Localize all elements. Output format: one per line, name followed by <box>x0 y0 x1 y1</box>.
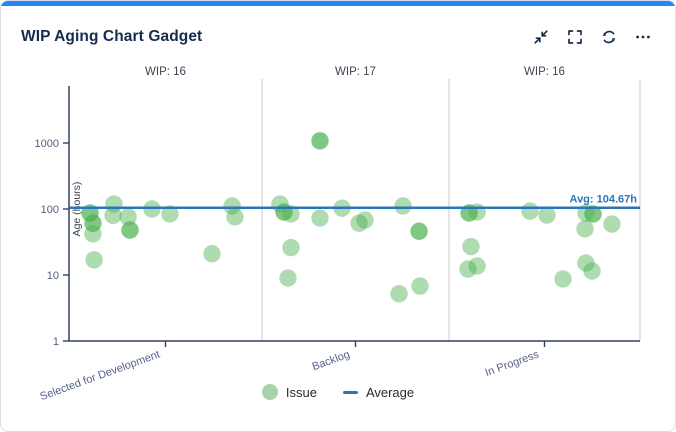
issue-point[interactable] <box>84 214 102 232</box>
y-tick-label: 1 <box>53 336 59 348</box>
y-tick-label: 100 <box>41 204 59 216</box>
issue-point[interactable] <box>410 222 428 240</box>
issue-point[interactable] <box>311 209 329 227</box>
issue-point[interactable] <box>554 270 572 288</box>
issue-point[interactable] <box>223 197 241 215</box>
issue-point[interactable] <box>282 205 300 223</box>
issue-swatch-icon <box>261 384 278 400</box>
issue-point[interactable] <box>468 257 486 275</box>
issue-point[interactable] <box>226 208 244 226</box>
fullscreen-icon[interactable] <box>567 29 583 45</box>
accent-top-bar <box>1 1 675 6</box>
collapse-icon[interactable] <box>533 29 549 45</box>
wip-count-label: WIP: 16 <box>524 66 565 78</box>
issue-point[interactable] <box>356 211 374 229</box>
issue-point[interactable] <box>161 205 179 223</box>
x-category-label: In Progress <box>484 348 541 379</box>
issue-point[interactable] <box>538 206 556 224</box>
issue-point[interactable] <box>584 205 602 223</box>
issue-point[interactable] <box>350 214 368 232</box>
issue-point[interactable] <box>576 220 594 238</box>
issue-point[interactable] <box>583 262 601 280</box>
issue-point[interactable] <box>121 221 139 239</box>
issue-point[interactable] <box>85 251 103 269</box>
issue-point[interactable] <box>410 222 428 240</box>
issue-point[interactable] <box>584 205 602 223</box>
issue-point[interactable] <box>521 202 539 220</box>
legend-label: Average <box>365 384 415 400</box>
legend-item-average[interactable]: Average <box>342 384 415 400</box>
legend-item-issue[interactable]: Issue <box>261 384 317 400</box>
issue-point[interactable] <box>119 208 137 226</box>
issue-point[interactable] <box>203 245 221 263</box>
wip-count-label: WIP: 17 <box>335 66 376 78</box>
gadget-header: WIP Aging Chart Gadget <box>1 6 675 56</box>
issue-point[interactable] <box>577 254 595 272</box>
issue-point[interactable] <box>143 200 161 218</box>
issue-point[interactable] <box>462 237 480 256</box>
y-tick-label: 1000 <box>35 138 59 150</box>
issue-point[interactable] <box>121 221 139 239</box>
issue-point[interactable] <box>390 285 408 303</box>
average-swatch-icon <box>342 390 358 394</box>
issue-point[interactable] <box>459 260 477 278</box>
gadget-toolbar <box>533 29 651 45</box>
legend-label: Issue <box>285 384 317 400</box>
issue-point[interactable] <box>84 214 102 232</box>
x-category-label: Backlog <box>311 349 352 374</box>
issue-point[interactable] <box>104 206 122 225</box>
issue-point[interactable] <box>468 203 486 221</box>
more-icon[interactable] <box>635 29 651 45</box>
issue-point[interactable] <box>411 277 429 295</box>
issue-point[interactable] <box>282 238 300 257</box>
issue-point[interactable] <box>279 269 297 287</box>
chart-legend: Issue Average <box>1 384 675 400</box>
issue-point[interactable] <box>394 197 412 215</box>
issue-point[interactable] <box>84 225 102 243</box>
y-axis-label: Age (hours) <box>71 182 83 237</box>
y-tick-label: 10 <box>47 270 59 282</box>
average-value-label: Avg: 104.67h <box>570 194 638 206</box>
issue-point[interactable] <box>311 132 329 150</box>
refresh-icon[interactable] <box>601 29 617 45</box>
wip-count-label: WIP: 16 <box>145 66 186 78</box>
gadget-title: WIP Aging Chart Gadget <box>21 28 203 45</box>
issue-point[interactable] <box>311 132 329 150</box>
issue-point[interactable] <box>603 215 621 233</box>
